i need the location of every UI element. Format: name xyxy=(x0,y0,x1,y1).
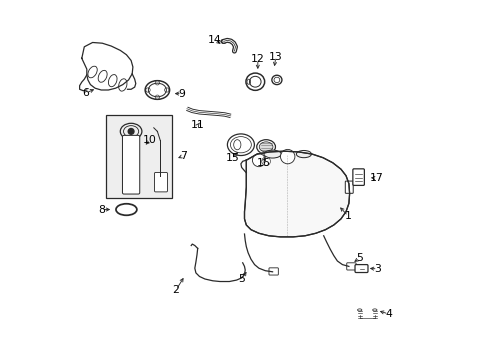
Ellipse shape xyxy=(259,142,272,152)
Text: 2: 2 xyxy=(172,285,179,295)
Text: 1: 1 xyxy=(344,211,351,221)
Ellipse shape xyxy=(357,309,361,311)
Circle shape xyxy=(252,154,265,167)
FancyBboxPatch shape xyxy=(268,268,278,275)
Ellipse shape xyxy=(372,309,376,311)
FancyBboxPatch shape xyxy=(345,181,352,193)
Text: 13: 13 xyxy=(268,52,282,62)
FancyBboxPatch shape xyxy=(352,169,364,185)
Polygon shape xyxy=(244,151,349,237)
Circle shape xyxy=(128,129,134,134)
Text: 9: 9 xyxy=(178,89,185,99)
Circle shape xyxy=(261,157,270,166)
FancyBboxPatch shape xyxy=(354,265,367,273)
Text: 11: 11 xyxy=(190,120,204,130)
Text: 14: 14 xyxy=(208,35,222,45)
FancyBboxPatch shape xyxy=(122,135,140,194)
Text: 17: 17 xyxy=(369,173,383,183)
Circle shape xyxy=(280,149,294,164)
Text: 7: 7 xyxy=(180,151,186,161)
FancyBboxPatch shape xyxy=(346,263,355,270)
Text: 3: 3 xyxy=(373,264,380,274)
Text: 16: 16 xyxy=(256,158,270,168)
FancyBboxPatch shape xyxy=(154,172,167,192)
Text: 15: 15 xyxy=(225,153,239,163)
Text: 5: 5 xyxy=(238,274,245,284)
Ellipse shape xyxy=(220,39,226,44)
Ellipse shape xyxy=(296,150,311,158)
Ellipse shape xyxy=(264,150,281,158)
Text: 4: 4 xyxy=(384,309,391,319)
Text: 12: 12 xyxy=(250,54,264,64)
FancyBboxPatch shape xyxy=(106,115,172,198)
Text: 10: 10 xyxy=(143,135,157,145)
Text: 8: 8 xyxy=(98,204,104,215)
Text: 5: 5 xyxy=(356,253,363,263)
Text: 6: 6 xyxy=(82,88,89,98)
